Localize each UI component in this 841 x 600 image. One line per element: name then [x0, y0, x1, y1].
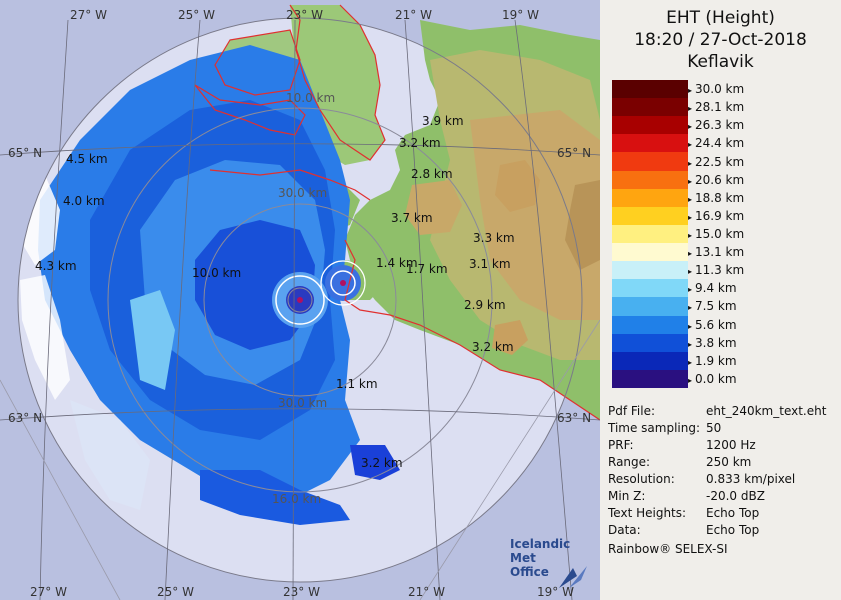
scale-label: 22.5 km [688, 156, 744, 170]
grid-label: 23° W [286, 8, 323, 22]
grid-label: 23° W [283, 585, 320, 599]
scale-label: 7.5 km [688, 300, 737, 314]
scale-label: 15.0 km [688, 228, 744, 242]
scale-label: 1.9 km [688, 355, 737, 369]
echo-top-label: 4.0 km [63, 194, 105, 208]
scale-label: 24.4 km [688, 137, 744, 151]
grid-label: 21° W [408, 585, 445, 599]
scale-label: 16.9 km [688, 210, 744, 224]
range-label: 16.0 km [272, 492, 322, 506]
info-panel: EHT (Height) 18:20 / 27-Oct-2018 Keflavi… [600, 0, 841, 600]
scale-swatch [612, 206, 688, 226]
grid-label: 65° N [8, 146, 43, 160]
scale-swatch [612, 297, 688, 317]
grid-label: 65° N [557, 146, 592, 160]
echo-top-label: 3.2 km [472, 340, 514, 354]
scale-swatch [612, 170, 688, 190]
range-label: 10.0 km [286, 91, 336, 105]
grid-label: 27° W [70, 8, 107, 22]
scale-swatch [612, 261, 688, 280]
echo-top-label: 3.2 km [399, 136, 441, 150]
scale-swatch [612, 279, 688, 298]
range-rings [17, 17, 583, 583]
scale-label: 5.6 km [688, 319, 737, 333]
range-label: 10.0 km [192, 266, 242, 280]
metadata-row: Pdf File: eht_240km_text.eht [608, 404, 827, 418]
metadata-row: Text Heights: Echo Top [608, 506, 760, 520]
scale-swatch [612, 98, 688, 117]
scale-swatch [612, 243, 688, 262]
metadata-table: Pdf File: eht_240km_text.eht Time samplin… [608, 404, 838, 540]
echo-top-label: 2.9 km [464, 298, 506, 312]
echo-top-label: 3.2 km [361, 456, 403, 470]
scale-label: 26.3 km [688, 119, 744, 133]
echo-top-label: 1.7 km [406, 262, 448, 276]
scale-label: 20.6 km [688, 174, 744, 188]
echo-top-label: 1.4 km [376, 256, 418, 270]
scale-label: 28.1 km [688, 101, 744, 115]
product-title: EHT (Height) 18:20 / 27-Oct-2018 Keflavi… [634, 8, 807, 72]
echo-top-label: 2.8 km [411, 167, 453, 181]
color-scale [612, 80, 688, 389]
scale-swatch [612, 188, 688, 208]
echo-top-label: 3.3 km [473, 231, 515, 245]
metadata-row: Data: Echo Top [608, 523, 760, 537]
metadata-row: PRF: 1200 Hz [608, 438, 756, 452]
radar-site-marker [297, 297, 303, 303]
graticule [0, 19, 600, 600]
scale-swatch [612, 351, 688, 371]
scale-label: 9.4 km [688, 282, 737, 296]
imo-logo-icon [559, 566, 587, 588]
metadata-row: Range: 250 km [608, 455, 752, 469]
metadata-row: Min Z: -20.0 dBZ [608, 489, 765, 503]
grid-label: 63° N [557, 411, 592, 425]
echo-top-label: 4.3 km [35, 259, 77, 273]
scale-swatch [612, 80, 688, 99]
imo-logo: Icelandic Met Office [510, 537, 571, 579]
scale-label: 11.3 km [688, 264, 744, 278]
radar-site-marker [340, 280, 346, 286]
scale-swatch [612, 224, 688, 244]
map-graphics [0, 4, 600, 600]
range-label: 30.0 km [278, 186, 328, 200]
grid-label: 25° W [157, 585, 194, 599]
radar-map: 27° W 25° W 23° W 21° W 19° W 65° N 65° … [0, 0, 600, 600]
scale-label: 0.0 km [688, 373, 737, 387]
scale-swatch [612, 134, 688, 153]
echo-top-label: 3.1 km [469, 257, 511, 271]
grid-label: 27° W [30, 585, 67, 599]
grid-label: 25° W [178, 8, 215, 22]
echo-top-label: 3.9 km [422, 114, 464, 128]
scale-swatch [612, 152, 688, 172]
scale-swatch [612, 116, 688, 135]
metadata-row: Time sampling: 50 [608, 421, 722, 435]
scale-swatch [612, 315, 688, 335]
range-label: 30.0 km [278, 396, 328, 410]
scale-swatch [612, 369, 688, 389]
scale-label: 3.8 km [688, 337, 737, 351]
scale-label: 18.8 km [688, 192, 744, 206]
grid-label: 21° W [395, 8, 432, 22]
software-credit: Rainbow® SELEX-SI [608, 542, 728, 556]
echo-top-label: 3.7 km [391, 211, 433, 225]
grid-label: 19° W [502, 8, 539, 22]
metadata-row: Resolution: 0.833 km/pixel [608, 472, 796, 486]
echo-top-label: 1.1 km [336, 377, 378, 391]
scale-swatch [612, 333, 688, 353]
scale-label: 30.0 km [688, 83, 744, 97]
coastline [194, 4, 600, 421]
echo-top-label: 4.5 km [66, 152, 108, 166]
grid-label: 63° N [8, 411, 43, 425]
grid-label: 19° W [537, 585, 574, 599]
scale-label: 13.1 km [688, 246, 744, 260]
